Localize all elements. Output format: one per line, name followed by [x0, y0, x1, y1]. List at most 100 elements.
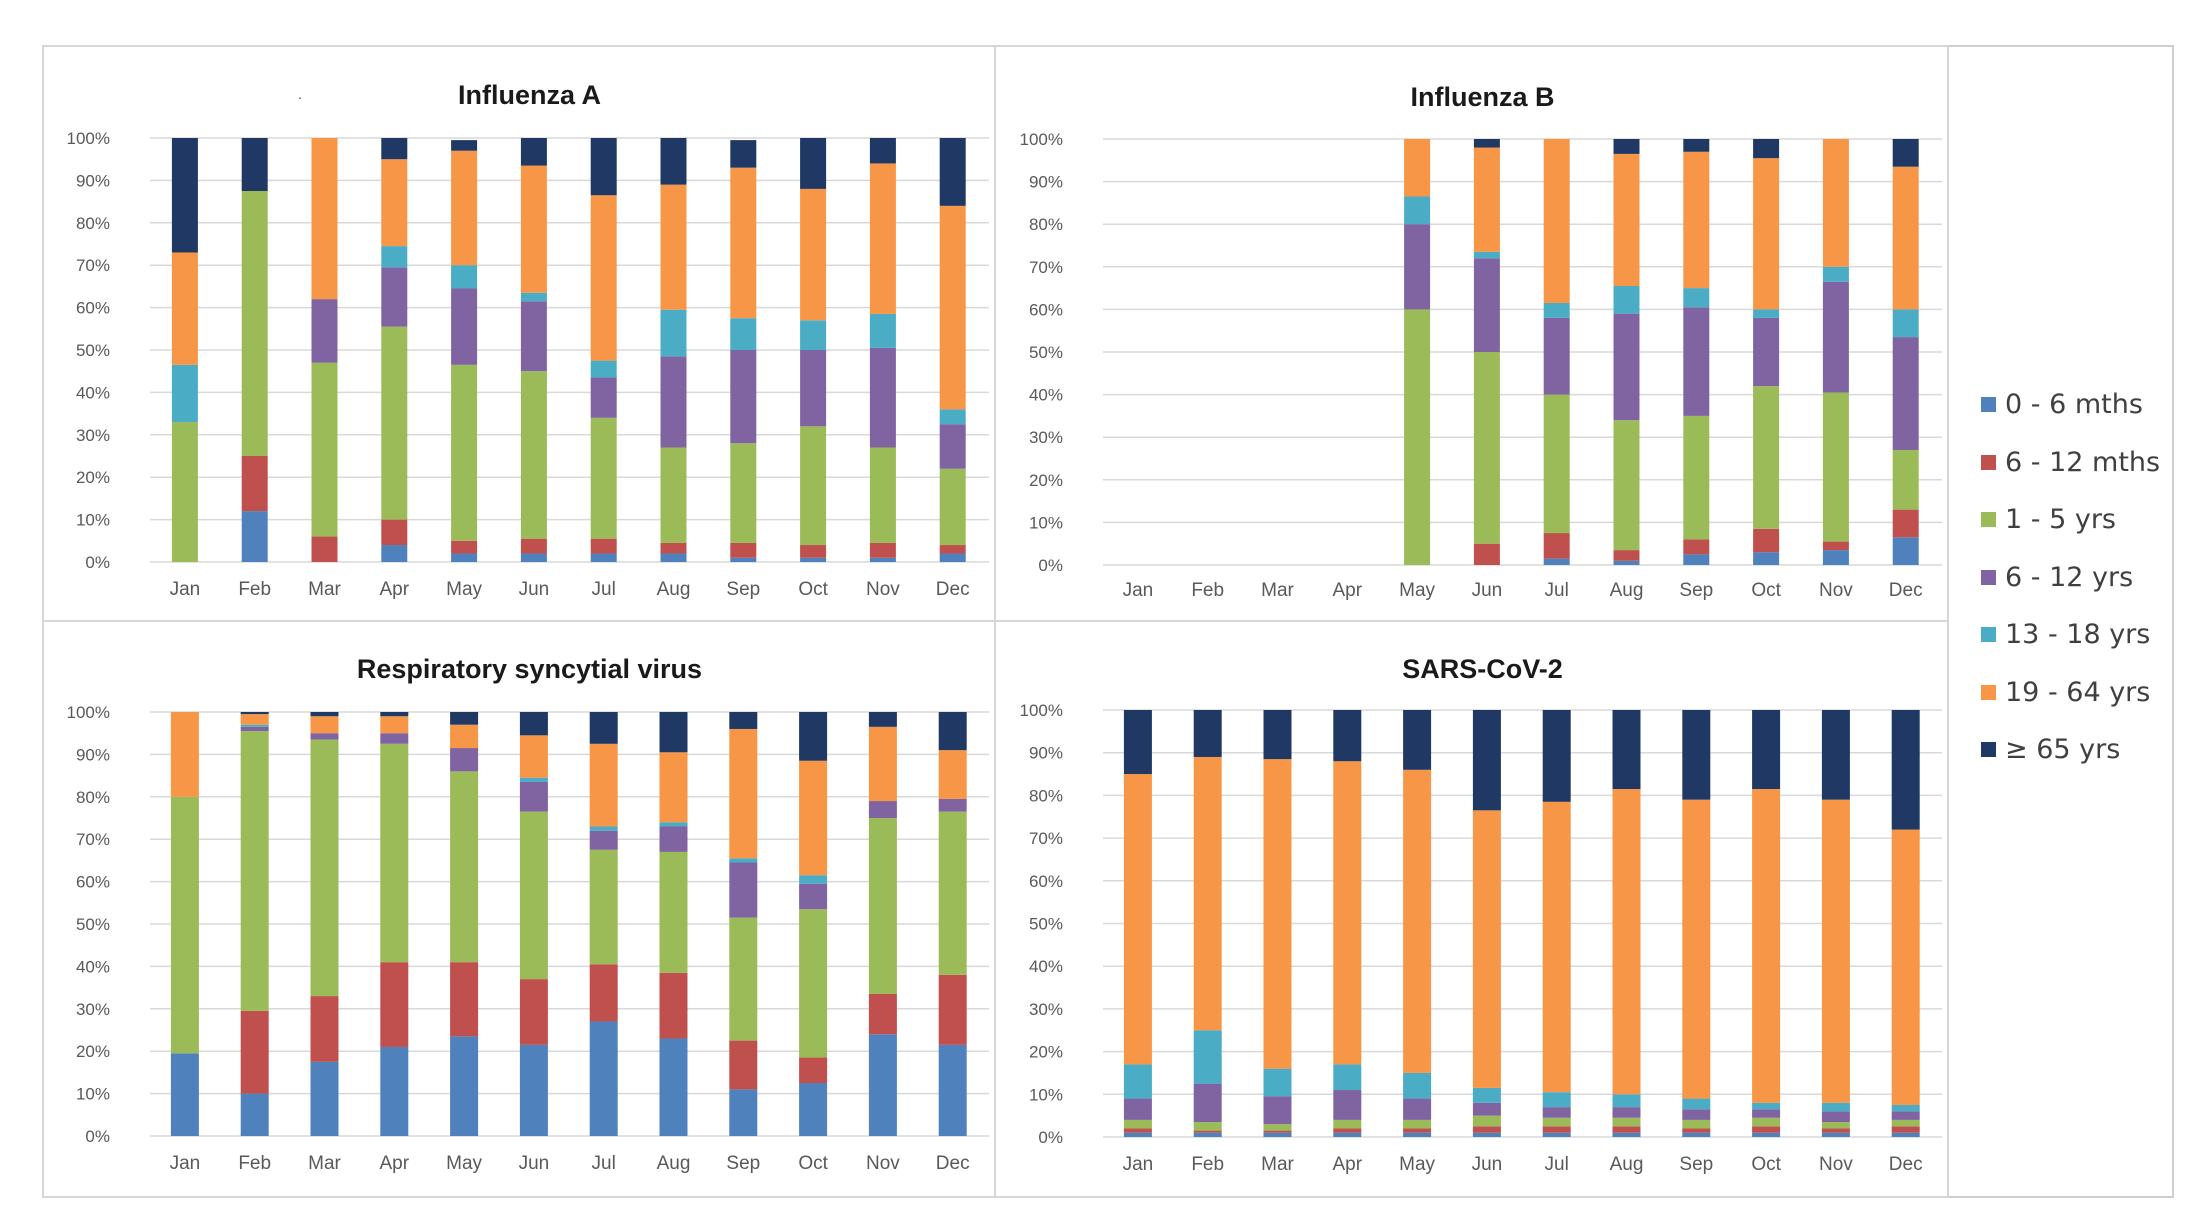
bar-segment-6-12-mths-nov: [868, 993, 897, 1035]
bar-segment-1-5-yrs-dec: [938, 811, 967, 975]
bar-segment-6-12-mths-sep: [729, 1040, 758, 1090]
bar-segment-6-12-mths-may: [1403, 1128, 1432, 1133]
chart-panel-rsv: Respiratory syncytial virus 0% 10% 20% 30% 40…: [42, 620, 996, 1198]
bar-segment-0-6-mths-nov: [1821, 1132, 1850, 1137]
bar-segment-6-12-mths-oct: [1753, 528, 1780, 553]
bar-segment-ge-65-yrs-aug: [1612, 710, 1641, 789]
bar-segment-0-6-mths-mar: [1263, 1132, 1292, 1137]
bar-segment-13-18-yrs-oct: [1752, 1102, 1781, 1110]
x-tick-label: Jul: [592, 1153, 616, 1174]
bar-segment-19-64-yrs-jun: [1473, 147, 1500, 252]
y-tick-label: 80%: [1029, 215, 1063, 234]
bar-segment-1-5-yrs-sep: [730, 443, 757, 543]
chart-influenza-b: Influenza B 0% 10% 20% 30% 40% 50% 60% 70% 80% 90%…: [1020, 82, 1942, 601]
y-tick-label: 20%: [76, 468, 110, 487]
bar-segment-6-12-mths-aug: [1613, 550, 1640, 561]
bar-segment-0-6-mths-sep: [1683, 554, 1710, 565]
bar-segment-ge-65-yrs-jun: [520, 138, 547, 166]
bar-segment-ge-65-yrs-mar: [310, 712, 339, 717]
bar-segment-1-5-yrs-dec: [939, 468, 966, 546]
bar-segment-ge-65-yrs-sep: [1683, 139, 1710, 152]
bar-segment-6-12-yrs-jul: [1542, 1107, 1571, 1118]
legend-item-0-6-mths: 0 - 6 mths: [1981, 384, 2143, 424]
bar-segment-0-6-mths-may: [1403, 1132, 1432, 1137]
bar-segment-6-12-mths-apr: [1333, 1128, 1362, 1133]
x-tick-label: Sep: [726, 579, 760, 600]
bar-segment-ge-65-yrs-may: [1403, 710, 1432, 770]
bar-segment-1-5-yrs-jul: [589, 849, 618, 965]
bar-segment-6-12-yrs-sep: [730, 350, 757, 444]
x-tick-label: Dec: [936, 1153, 970, 1174]
bar-segment-6-12-mths-sep: [1682, 1128, 1711, 1133]
bar-segment-ge-65-yrs-jul: [589, 712, 618, 744]
bar-segment-6-12-yrs-oct: [800, 350, 827, 427]
y-tick-label: 50%: [76, 341, 110, 360]
x-tick-label: Jan: [170, 579, 201, 600]
bar-segment-0-6-mths-aug: [1613, 560, 1640, 565]
bar-segment-6-12-yrs-sep: [1682, 1109, 1711, 1120]
bar-segment-ge-65-yrs-jul: [590, 138, 617, 196]
bar-segment-6-12-mths-jun: [520, 538, 547, 554]
bar-segment-ge-65-yrs-may: [450, 712, 479, 725]
bar-segment-6-12-yrs-may: [1403, 1098, 1432, 1120]
bar-segment-6-12-mths-sep: [1683, 539, 1710, 555]
legend-swatch: [1981, 396, 1996, 412]
y-tick-label: 80%: [1029, 786, 1063, 805]
bar-segment-19-64-yrs-jul: [589, 743, 618, 827]
bar-segment-13-18-yrs-dec: [1891, 1104, 1920, 1112]
y-tick-label: 10%: [1029, 513, 1063, 532]
bar-segment-0-6-mths-aug: [1612, 1132, 1641, 1137]
y-tick-label: 40%: [1029, 386, 1063, 405]
bar-segment-6-12-mths-jul: [590, 538, 617, 554]
bar-segment-6-12-yrs-apr: [381, 267, 408, 327]
bar-segment-6-12-yrs-aug: [659, 826, 688, 852]
y-tick-label: 90%: [1029, 173, 1063, 192]
bar-segment-13-18-yrs-jul: [1543, 303, 1570, 318]
bar-segment-6-12-mths-oct: [800, 545, 827, 558]
bar-segment-1-5-yrs-aug: [1613, 420, 1640, 551]
x-tick-label: Jul: [1545, 1154, 1569, 1175]
bar-segment-6-12-yrs-jun: [519, 781, 548, 812]
bar-segment-13-18-yrs-aug: [1613, 285, 1640, 314]
x-tick-label: May: [1399, 1154, 1435, 1175]
bar-segment-1-5-yrs-may: [1403, 1119, 1432, 1129]
y-tick-label: 70%: [1029, 258, 1063, 277]
legend-swatch: [1981, 454, 1996, 470]
bar-segment-6-12-mths-jun: [1473, 543, 1500, 565]
bar-segment-1-5-yrs-may: [1404, 309, 1431, 565]
bar-segment-1-5-yrs-oct: [799, 909, 828, 1058]
bar-segment-19-64-yrs-dec: [1892, 166, 1919, 310]
bar-segment-6-12-yrs-oct: [1752, 1109, 1781, 1118]
bar-segment-6-12-yrs-oct: [799, 883, 828, 910]
bar-segment-ge-65-yrs-may: [451, 140, 478, 151]
y-tick-label: 0%: [1038, 556, 1063, 575]
bar-segment-ge-65-yrs-apr: [1333, 710, 1362, 762]
bar-segment-0-6-mths-jan: [1123, 1132, 1152, 1137]
bar-segment-0-6-mths-apr: [1333, 1132, 1362, 1137]
y-tick-label: 100%: [67, 129, 110, 148]
bar-segment-6-12-mths-apr: [380, 962, 409, 1047]
y-tick-label: 30%: [76, 1000, 110, 1019]
x-tick-label: Mar: [1261, 1154, 1294, 1175]
bar-segment-6-12-mths-jun: [1472, 1126, 1501, 1133]
bar-segment-6-12-mths-jul: [589, 964, 618, 1022]
bar-segment-0-6-mths-aug: [660, 553, 687, 562]
bar-segment-6-12-yrs-apr: [1333, 1090, 1362, 1120]
bar-segment-1-5-yrs-nov: [1821, 1122, 1850, 1129]
legend: 0 - 6 mths 6 - 12 mths 1 - 5 yrs 6 - 12 yrs…: [1947, 45, 2174, 1198]
bar-segment-6-12-yrs-sep: [729, 862, 758, 918]
bar-segment-19-64-yrs-mar: [1263, 759, 1292, 1069]
chart-influenza-a: Influenza A 0% 10% 20% 30% 40% 50% 60% 70% 80% 90%…: [67, 80, 989, 600]
bar-segment-6-12-mths-dec: [938, 974, 967, 1045]
legend-item-6-12-yrs: 6 - 12 yrs: [1981, 557, 2133, 597]
bar-segment-19-64-yrs-jan: [1123, 774, 1152, 1065]
bar-segment-0-6-mths-may: [451, 553, 478, 562]
bar-segment-ge-65-yrs-nov: [1821, 710, 1850, 800]
bar-segment-0-6-mths-oct: [800, 557, 827, 562]
bar-segment-1-5-yrs-mar: [310, 739, 339, 997]
bar-segment-19-64-yrs-oct: [1752, 788, 1781, 1103]
bar-segment-13-18-yrs-feb: [240, 724, 269, 727]
bar-segment-0-6-mths-aug: [659, 1038, 688, 1136]
chart-panel-influenza-b: Influenza B 0% 10% 20% 30% 40% 50% 60% 70% 80% 90%…: [994, 45, 1949, 622]
legend-label: 19 - 64 yrs: [2005, 676, 2151, 708]
